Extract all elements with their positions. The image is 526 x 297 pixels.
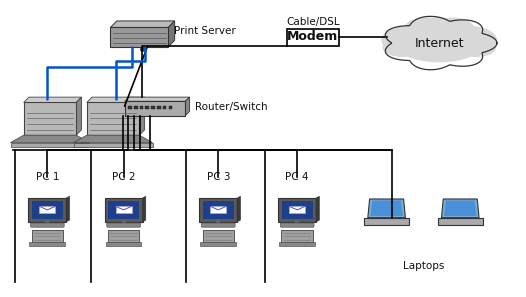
Polygon shape	[368, 199, 406, 218]
FancyBboxPatch shape	[39, 206, 55, 214]
Polygon shape	[185, 97, 189, 116]
Text: Print Server: Print Server	[174, 26, 235, 36]
FancyBboxPatch shape	[32, 201, 63, 219]
Text: Internet: Internet	[414, 37, 464, 50]
FancyBboxPatch shape	[29, 242, 65, 246]
FancyBboxPatch shape	[28, 198, 66, 222]
Text: PC 2: PC 2	[112, 172, 135, 182]
FancyBboxPatch shape	[278, 198, 316, 222]
FancyBboxPatch shape	[199, 198, 237, 222]
Bar	[140, 106, 144, 109]
FancyBboxPatch shape	[201, 223, 235, 227]
Text: Modem: Modem	[287, 30, 339, 43]
FancyBboxPatch shape	[289, 206, 305, 214]
Bar	[163, 106, 166, 109]
Polygon shape	[87, 97, 145, 102]
FancyBboxPatch shape	[32, 230, 63, 242]
Polygon shape	[76, 97, 82, 135]
FancyBboxPatch shape	[281, 230, 313, 242]
Text: PC 4: PC 4	[286, 172, 309, 182]
FancyBboxPatch shape	[108, 201, 139, 219]
Polygon shape	[24, 97, 82, 102]
FancyBboxPatch shape	[31, 223, 64, 227]
Polygon shape	[370, 200, 403, 216]
FancyBboxPatch shape	[108, 230, 139, 242]
Polygon shape	[441, 199, 479, 218]
Text: PC 1: PC 1	[36, 172, 59, 182]
FancyBboxPatch shape	[107, 223, 140, 227]
Polygon shape	[168, 21, 175, 47]
FancyBboxPatch shape	[105, 198, 143, 222]
Polygon shape	[139, 97, 145, 135]
Bar	[134, 106, 138, 109]
FancyBboxPatch shape	[110, 28, 168, 47]
FancyBboxPatch shape	[281, 201, 313, 219]
FancyBboxPatch shape	[116, 206, 132, 214]
Polygon shape	[110, 21, 175, 28]
Bar	[128, 106, 132, 109]
Polygon shape	[143, 196, 146, 222]
FancyBboxPatch shape	[203, 201, 234, 219]
Polygon shape	[74, 135, 153, 143]
Bar	[168, 106, 173, 109]
Polygon shape	[444, 200, 477, 216]
Bar	[151, 106, 155, 109]
FancyBboxPatch shape	[210, 206, 226, 214]
Polygon shape	[11, 135, 89, 143]
FancyBboxPatch shape	[74, 143, 153, 147]
Polygon shape	[237, 196, 240, 222]
Text: Cable/DSL: Cable/DSL	[286, 17, 340, 27]
FancyBboxPatch shape	[364, 218, 409, 225]
FancyBboxPatch shape	[438, 218, 483, 225]
Bar	[145, 106, 149, 109]
Polygon shape	[316, 196, 319, 222]
FancyBboxPatch shape	[87, 102, 139, 135]
FancyBboxPatch shape	[203, 230, 234, 242]
FancyBboxPatch shape	[200, 242, 236, 246]
FancyBboxPatch shape	[24, 102, 76, 135]
Text: Router/Switch: Router/Switch	[195, 102, 267, 112]
FancyBboxPatch shape	[287, 29, 339, 46]
Text: PC 3: PC 3	[207, 172, 230, 182]
Text: Laptops: Laptops	[403, 261, 444, 271]
FancyBboxPatch shape	[279, 242, 315, 246]
FancyBboxPatch shape	[280, 223, 314, 227]
Bar	[157, 106, 161, 109]
Polygon shape	[125, 97, 189, 101]
Polygon shape	[66, 196, 69, 222]
FancyBboxPatch shape	[125, 101, 185, 116]
FancyBboxPatch shape	[106, 242, 141, 246]
FancyBboxPatch shape	[11, 143, 89, 147]
